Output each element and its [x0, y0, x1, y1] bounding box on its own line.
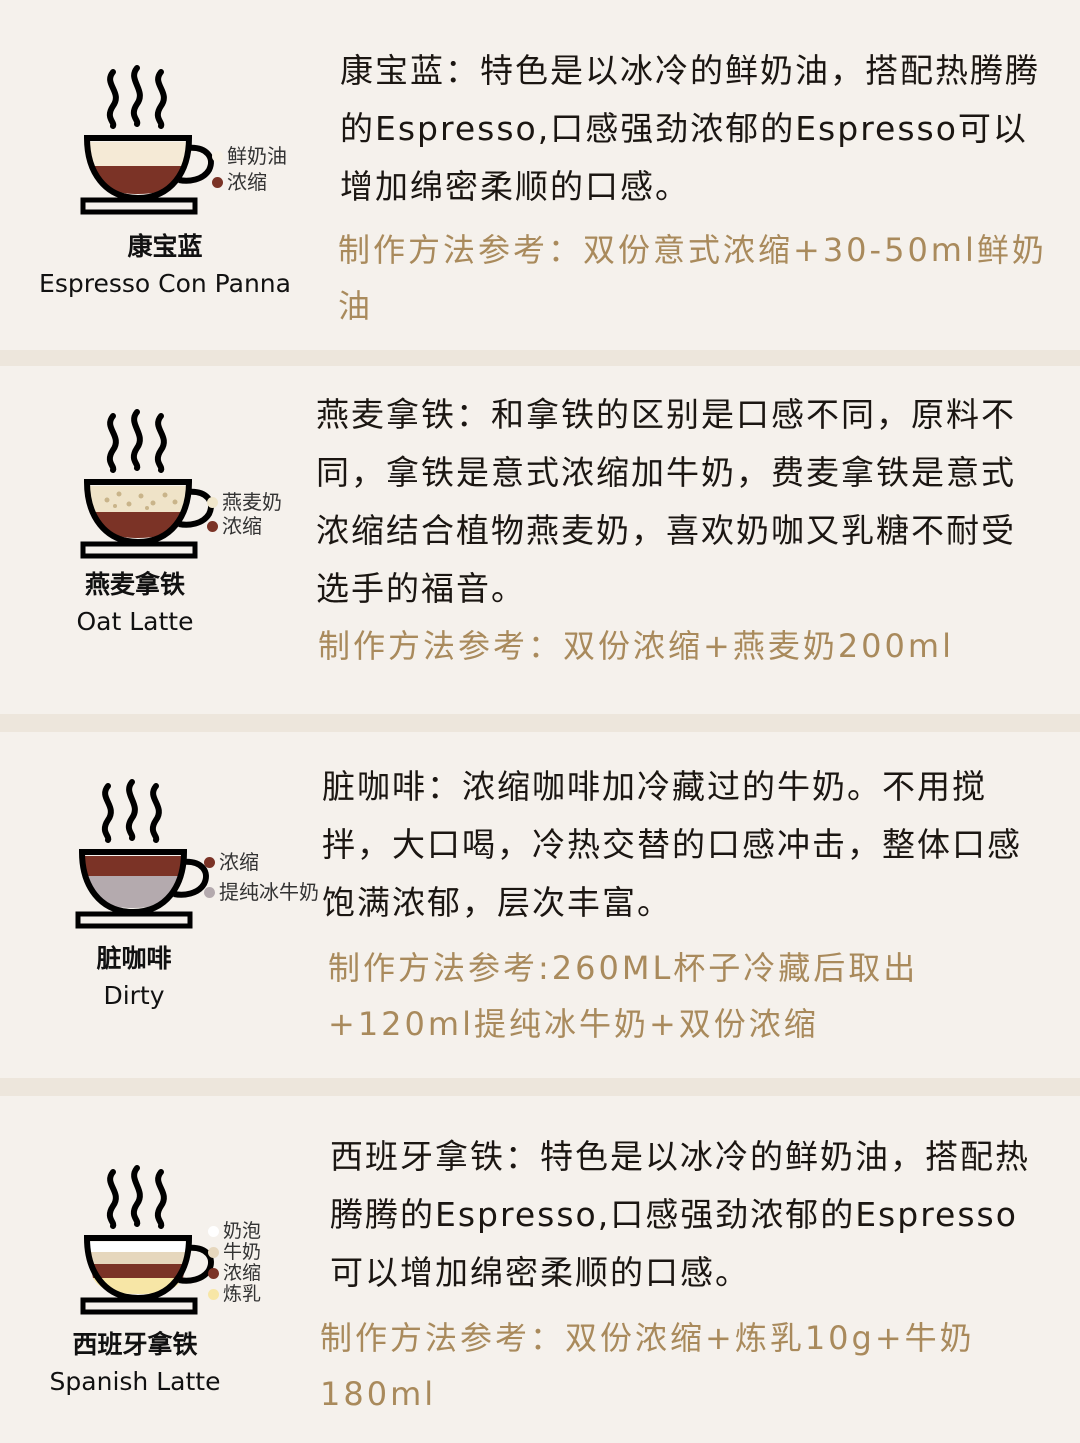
- coffee-name-en: Spanish Latte: [49, 1367, 221, 1396]
- legend-item: 炼乳: [208, 1285, 261, 1304]
- legend-item: 浓缩: [204, 852, 319, 872]
- legend-dot: [204, 856, 215, 868]
- layer-legend: 鲜奶油 浓缩: [212, 146, 287, 192]
- steamed-milk-layer: [89, 1252, 187, 1264]
- legend-label: 浓缩: [219, 850, 259, 874]
- espresso-layer: [90, 1264, 186, 1278]
- coffee-name-zh: 西班牙拿铁: [72, 1330, 198, 1359]
- recipe-method: 制作方法参考:260ML杯子冷藏后取出+120ml提纯冰牛奶+双份浓缩: [328, 949, 919, 1043]
- coffee-description: 西班牙拿铁：特色是以冰冷的鲜奶油，搭配热腾腾的Espresso,口感强劲浓郁的E…: [330, 1137, 1030, 1292]
- legend-item: 浓缩: [208, 1264, 261, 1283]
- cream-layer: [89, 142, 187, 166]
- espresso-layer: [91, 512, 185, 538]
- cup-icon: [75, 779, 209, 929]
- legend-dot: [204, 886, 215, 898]
- legend-dot: [208, 1289, 219, 1300]
- milk-foam-layer: [89, 1242, 187, 1252]
- legend-label: 牛奶: [223, 1241, 262, 1263]
- coffee-description: 脏咖啡：浓缩咖啡加冷藏过的牛奶。不用搅拌，大口喝，冷热交替的口感冲击，整体口感饱…: [322, 767, 1022, 922]
- coffee-name-zh: 康宝蓝: [127, 232, 203, 261]
- coffee-description: 康宝蓝：特色是以冰冷的鲜奶油，搭配热腾腾的Espresso,口感强劲浓郁的Esp…: [340, 51, 1040, 206]
- coffee-name: 康宝蓝 Espresso Con Panna: [30, 228, 300, 302]
- coffee-name-zh: 燕麦拿铁: [84, 570, 185, 599]
- layer-legend: 浓缩 提纯冰牛奶: [204, 852, 319, 902]
- coffee-card-con-panna: 鲜奶油 浓缩 康宝蓝 Espresso Con Panna 康宝蓝：特色是以冰冷…: [0, 0, 1080, 350]
- espresso-layer: [91, 166, 185, 194]
- cup-icon: [80, 1165, 214, 1315]
- coffee-description: 燕麦拿铁：和拿铁的区别是口感不同，原料不同，拿铁是意式浓缩加牛奶，费麦拿铁是意式…: [316, 395, 1016, 608]
- legend-dot: [208, 1226, 219, 1237]
- coffee-name: 西班牙拿铁 Spanish Latte: [30, 1326, 240, 1400]
- legend-label: 浓缩: [227, 170, 267, 194]
- layer-legend: 燕麦奶 浓缩: [207, 492, 282, 536]
- legend-item: 奶泡: [208, 1222, 261, 1241]
- coffee-name-en: Oat Latte: [76, 607, 194, 636]
- legend-label: 燕麦奶: [222, 490, 282, 514]
- coffee-name: 燕麦拿铁 Oat Latte: [20, 566, 250, 640]
- cup-icon: [80, 409, 214, 559]
- legend-dot: [212, 150, 223, 162]
- layer-legend: 奶泡 牛奶 浓缩 炼乳: [208, 1222, 261, 1304]
- coffee-name-en: Dirty: [103, 981, 165, 1010]
- legend-label: 浓缩: [223, 1262, 262, 1284]
- coffee-name: 脏咖啡 Dirty: [34, 940, 234, 1014]
- legend-dot: [208, 1247, 219, 1258]
- coffee-card-dirty: 浓缩 提纯冰牛奶 脏咖啡 Dirty 脏咖啡：浓缩咖啡加冷藏过的牛奶。不用搅拌，…: [0, 732, 1080, 1078]
- legend-label: 炼乳: [223, 1283, 262, 1305]
- recipe-method: 制作方法参考：双份浓缩+燕麦奶200ml: [318, 627, 954, 665]
- cold-milk-layer: [86, 876, 180, 908]
- coffee-name-zh: 脏咖啡: [96, 944, 172, 973]
- legend-item: 浓缩: [212, 172, 287, 192]
- legend-item: 鲜奶油: [212, 146, 287, 166]
- legend-item: 浓缩: [207, 516, 282, 536]
- recipe-method: 制作方法参考：双份浓缩+炼乳10g+牛奶180ml: [320, 1319, 975, 1413]
- recipe-method: 制作方法参考：双份意式浓缩+30-50ml鲜奶油: [338, 231, 1047, 325]
- legend-label: 鲜奶油: [227, 144, 287, 168]
- coffee-card-oat-latte: 燕麦奶 浓缩 燕麦拿铁 Oat Latte 燕麦拿铁：和拿铁的区别是口感不同，原…: [0, 366, 1080, 714]
- legend-dot: [207, 496, 218, 508]
- legend-item: 提纯冰牛奶: [204, 882, 319, 902]
- legend-label: 奶泡: [223, 1220, 262, 1242]
- legend-item: 牛奶: [208, 1243, 261, 1262]
- legend-label: 提纯冰牛奶: [219, 880, 319, 904]
- legend-dot: [208, 1268, 219, 1279]
- oat-milk-layer: [89, 486, 187, 512]
- espresso-layer: [84, 856, 182, 876]
- coffee-card-spanish-latte: 奶泡 牛奶 浓缩 炼乳 西班牙拿铁 Spanish Latte 西班牙拿铁：特色…: [0, 1096, 1080, 1443]
- legend-dot: [212, 176, 223, 188]
- coffee-name-en: Espresso Con Panna: [39, 269, 291, 298]
- legend-label: 浓缩: [222, 514, 262, 538]
- legend-dot: [207, 520, 218, 532]
- legend-item: 燕麦奶: [207, 492, 282, 512]
- cup-icon: [80, 65, 214, 215]
